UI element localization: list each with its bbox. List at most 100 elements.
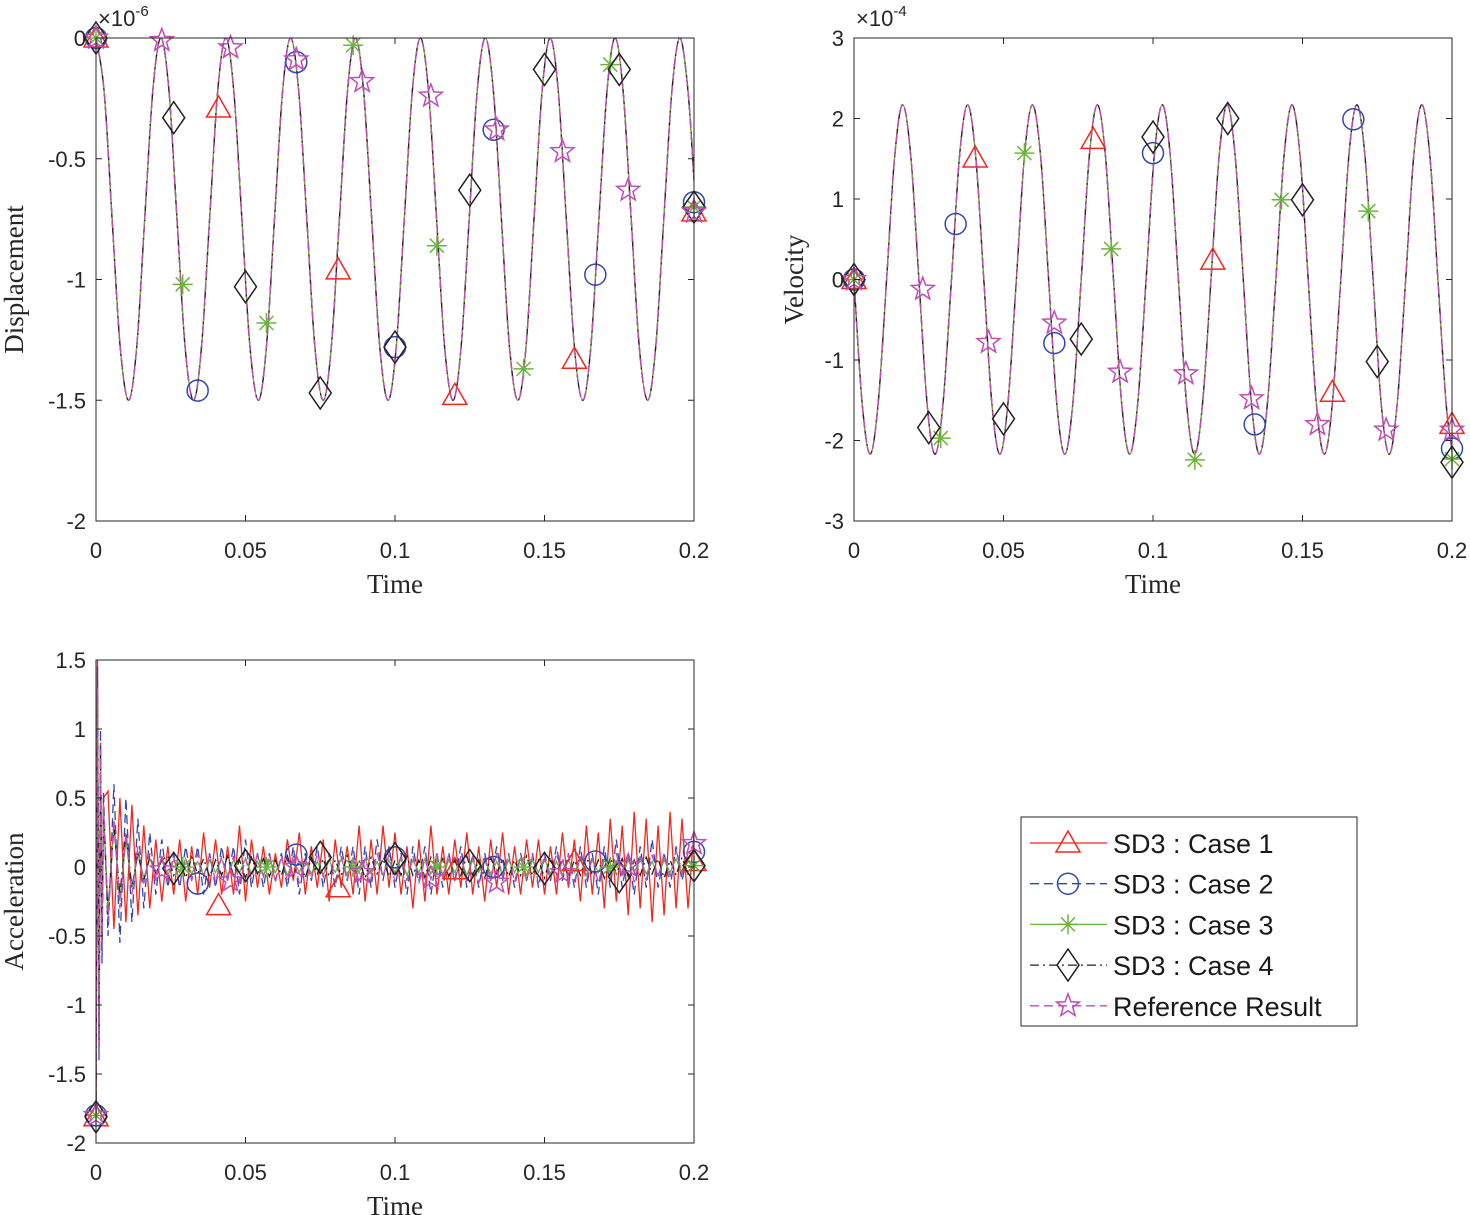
pentagram-marker [217,33,245,60]
y-axis-label: Velocity [779,234,809,324]
series-line-5 [96,687,694,1116]
triangle-marker [324,874,352,898]
pentagram-shape [217,866,245,893]
asterisk-shape [256,857,277,877]
pentagram-shape [548,137,576,163]
diamond-shape [1365,344,1390,379]
diamond-shape [308,840,333,875]
asterisk-shape [513,857,534,877]
y-tick-label: 2 [832,107,844,132]
circle-shape [1043,331,1066,355]
pentagram-marker [348,67,376,93]
pentagram-shape [1372,415,1400,442]
diamond-shape [607,52,632,87]
pentagram-marker [614,175,642,202]
diamond-icon [1056,947,1080,983]
legend-label: SD3 : Case 4 [1113,951,1274,981]
y-tick-label: -0.5 [48,147,86,172]
diamond-shape [383,329,407,365]
triangle-marker [205,94,232,118]
circle-shape [584,850,607,873]
x-tick-label: 0 [90,1160,102,1185]
y-tick-label: 0 [74,855,86,880]
pentagram-shape [148,26,176,52]
triangle-shape [205,892,232,916]
asterisk-marker [343,35,364,56]
circle-marker [1342,108,1365,131]
asterisk-marker [513,358,534,379]
circle-marker [944,212,967,236]
triangle-shape [1079,125,1107,150]
pentagram-marker [548,137,576,163]
pentagram-marker [148,26,176,52]
y-scale-exponent-label: ×10-6 [98,3,149,31]
series-line-3 [96,38,694,401]
circle-icon [1056,872,1080,895]
x-tick-label: 0.2 [679,1160,710,1185]
diamond-marker [161,851,186,886]
triangle-shape [961,144,989,168]
pentagram-marker [417,81,445,108]
pentagram-marker [1040,308,1068,335]
triangle-shape [205,94,232,118]
x-tick-label: 0.15 [523,1160,566,1185]
pentagram-shape [1303,410,1331,436]
circle-shape [584,263,607,286]
asterisk-shape [343,857,364,877]
pentagram-shape [1054,991,1082,1018]
circle-shape [1056,872,1080,895]
legend-entry: SD3 : Case 3 [1030,910,1274,940]
triangle-marker [441,381,469,406]
pentagram-shape [417,81,445,108]
y-scale-exponent-label: ×10-4 [856,3,907,31]
pentagram-shape [417,863,445,890]
x-tick-label: 0.2 [679,538,710,563]
velocity-chart: 0 0.05 0.1 0.15 0.2 3 2 1 0 -1 -2 -3 Time Velocity ×10… [779,3,1467,599]
series-line-4 [96,38,694,401]
asterisk-shape [600,857,621,877]
triangle-marker [205,892,232,916]
y-tick-label: -0.5 [48,924,86,949]
asterisk-shape [1058,914,1078,935]
pentagram-marker [1238,384,1266,411]
circle-shape [186,872,209,895]
diamond-shape [1290,182,1315,218]
circle-marker [1043,331,1066,355]
x-tick-label: 0.15 [523,538,566,563]
x-tick-label: 0.05 [982,538,1025,563]
legend-entry: SD3 : Case 4 [1030,947,1274,983]
asterisk-shape [426,235,447,256]
x-tick-label: 0.05 [224,538,267,563]
asterisk-icon [1058,914,1078,935]
y-tick-label: 1 [74,717,86,742]
diamond-marker [161,100,186,136]
circle-marker [584,850,607,873]
pentagram-shape [217,33,245,60]
triangle-shape [324,874,352,898]
asterisk-marker [256,312,277,333]
pentagram-marker [483,868,511,894]
diamond-marker [383,841,407,877]
exponent-power: -6 [135,3,148,20]
acceleration-chart: 0 0.05 0.1 0.15 0.2 1.5 1 0.5 0 -0.5 -1 -1.5 -2 Time A… [0,648,709,1215]
diamond-marker [1365,344,1390,379]
diamond-shape [457,172,482,208]
pentagram-shape [614,175,642,202]
series-markers [82,20,708,411]
triangle-shape [1319,378,1346,402]
circle-shape [186,379,209,402]
triangle-shape [1054,829,1082,853]
circle-marker [1141,141,1165,165]
pentagram-shape [348,67,376,93]
triangle-marker [561,847,588,872]
pentagram-icon [1054,991,1082,1018]
triangle-shape [441,381,469,406]
triangle-shape [1199,246,1227,270]
x-tick-label: 0.15 [1281,538,1324,563]
x-tick-label: 0.1 [380,1160,411,1185]
triangle-marker [324,256,352,280]
diamond-marker [457,172,482,208]
asterisk-marker [513,857,534,877]
diamond-shape [532,52,557,87]
